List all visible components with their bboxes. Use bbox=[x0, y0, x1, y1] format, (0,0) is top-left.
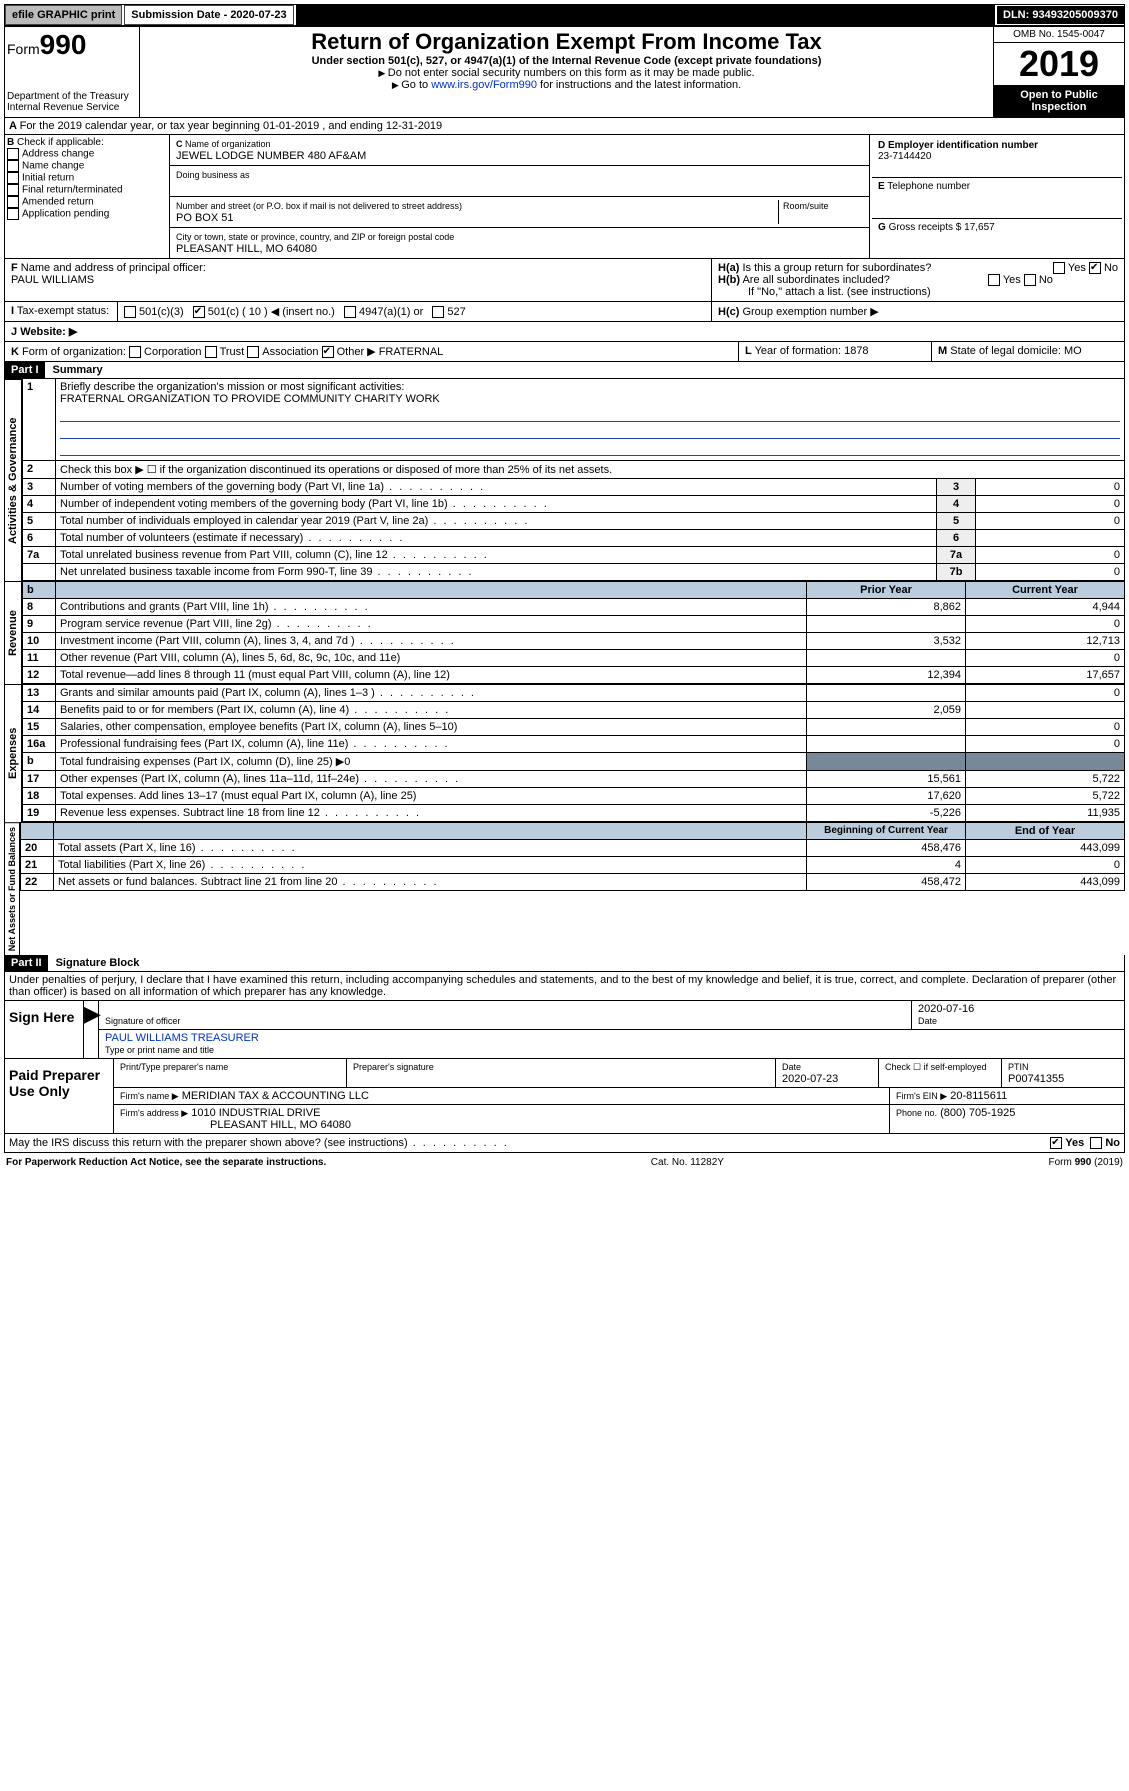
sign-here-label: Sign Here bbox=[5, 1001, 84, 1058]
checkbox-527[interactable] bbox=[432, 306, 444, 318]
dept-treasury: Department of the Treasury bbox=[7, 91, 137, 102]
top-bar: efile GRAPHIC print Submission Date - 20… bbox=[4, 4, 1125, 26]
ptin: P00741355 bbox=[1008, 1073, 1064, 1085]
v3: 0 bbox=[976, 479, 1125, 496]
checkbox-pending[interactable] bbox=[7, 208, 19, 220]
part-ii-title: Signature Block bbox=[48, 957, 140, 969]
firm-name: MERIDIAN TAX & ACCOUNTING LLC bbox=[182, 1090, 369, 1102]
open-public: Open to Public Inspection bbox=[994, 85, 1124, 117]
v4: 0 bbox=[976, 496, 1125, 513]
checkbox-final[interactable] bbox=[7, 184, 19, 196]
checkbox-address-change[interactable] bbox=[7, 148, 19, 160]
paid-preparer-block: Paid Preparer Use Only Print/Type prepar… bbox=[4, 1059, 1125, 1134]
checkbox-initial[interactable] bbox=[7, 172, 19, 184]
year-formation: 1878 bbox=[844, 345, 868, 357]
summary-expenses-table: 13Grants and similar amounts paid (Part … bbox=[22, 684, 1125, 822]
box-c: C Name of organizationJEWEL LODGE NUMBER… bbox=[170, 135, 869, 258]
form-header: Form990 Department of the Treasury Inter… bbox=[4, 26, 1125, 118]
v7b: 0 bbox=[976, 564, 1125, 581]
checkbox-trust[interactable] bbox=[205, 346, 217, 358]
checkbox-hb-yes[interactable] bbox=[988, 274, 1000, 286]
org-name: JEWEL LODGE NUMBER 480 AF&AM bbox=[176, 150, 366, 162]
signature-block: Sign Here ▶ Signature of officer2020-07-… bbox=[4, 1001, 1125, 1059]
checkbox-assoc[interactable] bbox=[247, 346, 259, 358]
form-label: Form990 bbox=[7, 29, 137, 61]
omb-number: OMB No. 1545-0047 bbox=[994, 27, 1124, 43]
part-i-bar: Part I bbox=[5, 362, 45, 378]
v7a: 0 bbox=[976, 547, 1125, 564]
checkbox-hb-no[interactable] bbox=[1024, 274, 1036, 286]
summary-revenue-table: bPrior YearCurrent Year 8Contributions a… bbox=[22, 581, 1125, 684]
footer: For Paperwork Reduction Act Notice, see … bbox=[4, 1153, 1125, 1172]
checkbox-name-change[interactable] bbox=[7, 160, 19, 172]
goto-note: Go to www.irs.gov/Form990 for instructio… bbox=[142, 79, 991, 91]
checkbox-corp[interactable] bbox=[129, 346, 141, 358]
checkbox-amended[interactable] bbox=[7, 196, 19, 208]
checkbox-4947[interactable] bbox=[344, 306, 356, 318]
sign-date: 2020-07-16 bbox=[918, 1003, 974, 1015]
efile-print-button[interactable]: efile GRAPHIC print bbox=[5, 5, 122, 25]
mission-text: FRATERNAL ORGANIZATION TO PROVIDE COMMUN… bbox=[60, 393, 440, 405]
firm-phone: (800) 705-1925 bbox=[940, 1107, 1015, 1119]
ssn-note: Do not enter social security numbers on … bbox=[142, 67, 991, 79]
irs-link[interactable]: www.irs.gov/Form990 bbox=[431, 79, 537, 91]
perjury-text: Under penalties of perjury, I declare th… bbox=[4, 972, 1125, 1001]
org-address: PO BOX 51 bbox=[176, 212, 233, 224]
org-city: PLEASANT HILL, MO 64080 bbox=[176, 243, 317, 255]
checkbox-discuss-no[interactable] bbox=[1090, 1137, 1102, 1149]
side-revenue: Revenue bbox=[4, 581, 22, 684]
gross-receipts: 17,657 bbox=[964, 222, 995, 233]
firm-ein: 20-8115611 bbox=[950, 1090, 1007, 1102]
checkbox-501c[interactable] bbox=[193, 306, 205, 318]
ein: 23-7144420 bbox=[878, 151, 931, 162]
form-subtitle: Under section 501(c), 527, or 4947(a)(1)… bbox=[142, 55, 991, 67]
summary-netassets-table: Beginning of Current YearEnd of Year 20T… bbox=[20, 822, 1125, 891]
submission-date: Submission Date - 2020-07-23 bbox=[124, 5, 293, 25]
tax-year: 2019 bbox=[994, 43, 1124, 85]
irs-label: Internal Revenue Service bbox=[7, 102, 137, 113]
summary-governance-table: 1Briefly describe the organization's mis… bbox=[22, 379, 1125, 581]
checkbox-501c3[interactable] bbox=[124, 306, 136, 318]
line-a: A For the 2019 calendar year, or tax yea… bbox=[5, 118, 1124, 134]
checkbox-ha-no[interactable] bbox=[1089, 262, 1101, 274]
section-a: A For the 2019 calendar year, or tax yea… bbox=[4, 118, 1125, 362]
firm-address: 1010 INDUSTRIAL DRIVE bbox=[191, 1107, 320, 1119]
checkbox-ha-yes[interactable] bbox=[1053, 262, 1065, 274]
side-activities: Activities & Governance bbox=[4, 379, 22, 581]
part-i-title: Summary bbox=[45, 364, 103, 376]
checkbox-other[interactable] bbox=[322, 346, 334, 358]
v6 bbox=[976, 530, 1125, 547]
principal-officer: PAUL WILLIAMS bbox=[11, 274, 94, 286]
side-netassets: Net Assets or Fund Balances bbox=[4, 822, 20, 955]
v5: 0 bbox=[976, 513, 1125, 530]
checkbox-discuss-yes[interactable] bbox=[1050, 1137, 1062, 1149]
part-ii-bar: Part II bbox=[5, 955, 48, 971]
discuss-row: May the IRS discuss this return with the… bbox=[4, 1134, 1125, 1153]
side-expenses: Expenses bbox=[4, 684, 22, 822]
box-b: B Check if applicable: Address change Na… bbox=[5, 135, 170, 258]
paid-preparer-label: Paid Preparer Use Only bbox=[5, 1059, 114, 1133]
state-domicile: MO bbox=[1064, 345, 1082, 357]
form-title: Return of Organization Exempt From Incom… bbox=[142, 29, 991, 55]
officer-name[interactable]: PAUL WILLIAMS TREASURER bbox=[105, 1032, 259, 1044]
dln: DLN: 93493205009370 bbox=[997, 6, 1124, 24]
